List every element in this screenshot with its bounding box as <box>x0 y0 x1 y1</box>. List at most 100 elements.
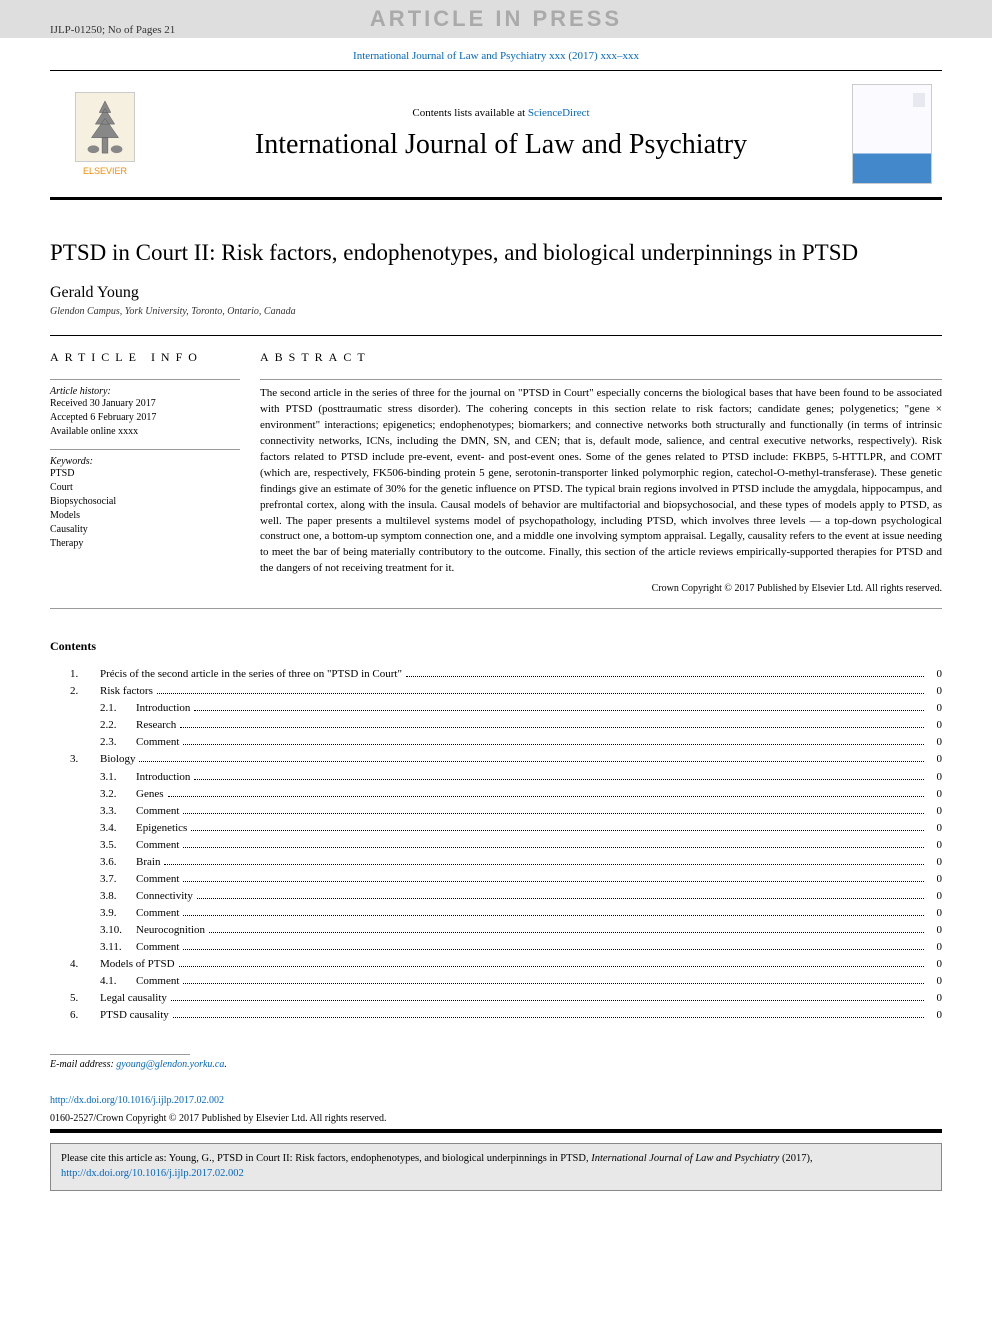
keyword: PTSD <box>50 467 240 481</box>
keywords-block: Keywords: PTSDCourtBiopsychosocialModels… <box>50 449 240 551</box>
toc-number: 3.5. <box>100 837 136 854</box>
toc-label[interactable]: Comment <box>136 973 179 990</box>
toc-label[interactable]: Genes <box>136 786 164 803</box>
toc-subentry: 3.6.Brain0 <box>70 854 942 871</box>
toc-leader-dots <box>406 676 924 677</box>
table-of-contents: 1.Précis of the second article in the se… <box>50 666 942 1024</box>
toc-label[interactable]: Brain <box>136 854 160 871</box>
toc-label[interactable]: Comment <box>136 734 179 751</box>
toc-label[interactable]: Comment <box>136 837 179 854</box>
toc-label[interactable]: Comment <box>136 803 179 820</box>
article-history-block: Article history: Received 30 January 201… <box>50 379 240 439</box>
toc-subentry: 3.2.Genes0 <box>70 786 942 803</box>
toc-number: 2.1. <box>100 700 136 717</box>
toc-leader-dots <box>183 813 924 814</box>
toc-leader-dots <box>139 761 924 762</box>
toc-number: 3.11. <box>100 939 136 956</box>
toc-page: 0 <box>928 854 942 871</box>
section-divider <box>50 608 942 609</box>
toc-number: 4. <box>70 956 100 973</box>
toc-leader-dots <box>194 779 924 780</box>
toc-subentry: 3.7.Comment0 <box>70 871 942 888</box>
toc-number: 3.1. <box>100 769 136 786</box>
toc-label[interactable]: Précis of the second article in the seri… <box>100 666 402 683</box>
toc-label[interactable]: Neurocognition <box>136 922 205 939</box>
author-email-link[interactable]: gyoung@glendon.yorku.ca <box>116 1059 224 1070</box>
toc-label[interactable]: Epigenetics <box>136 820 187 837</box>
toc-leader-dots <box>173 1017 924 1018</box>
document-id: IJLP-01250; No of Pages 21 <box>50 24 175 36</box>
toc-number: 3.2. <box>100 786 136 803</box>
toc-number: 4.1. <box>100 973 136 990</box>
toc-leader-dots <box>197 898 924 899</box>
keywords-title: Keywords: <box>50 456 240 467</box>
toc-label[interactable]: Comment <box>136 871 179 888</box>
cite-year: (2017), <box>779 1153 812 1164</box>
toc-label[interactable]: PTSD causality <box>100 1007 169 1024</box>
toc-page: 0 <box>928 803 942 820</box>
toc-leader-dots <box>183 949 924 950</box>
toc-entry: 1.Précis of the second article in the se… <box>70 666 942 683</box>
toc-page: 0 <box>928 905 942 922</box>
toc-subentry: 4.1.Comment 0 <box>70 973 942 990</box>
toc-page: 0 <box>928 820 942 837</box>
citation-box: Please cite this article as: Young, G., … <box>50 1143 942 1190</box>
journal-reference-link[interactable]: International Journal of Law and Psychia… <box>353 50 639 62</box>
keyword: Causality <box>50 523 240 537</box>
journal-header: ELSEVIER Contents lists available at Sci… <box>50 70 942 200</box>
sciencedirect-link[interactable]: ScienceDirect <box>528 107 590 119</box>
toc-subentry: 3.5.Comment0 <box>70 837 942 854</box>
abstract-heading: abstract <box>260 350 942 365</box>
toc-page: 0 <box>928 888 942 905</box>
toc-page: 0 <box>928 922 942 939</box>
toc-label[interactable]: Comment <box>136 939 179 956</box>
toc-number: 3.4. <box>100 820 136 837</box>
toc-number: 3.9. <box>100 905 136 922</box>
press-banner: ARTICLE IN PRESS IJLP-01250; No of Pages… <box>0 0 992 38</box>
toc-leader-dots <box>191 830 924 831</box>
doi-link[interactable]: http://dx.doi.org/10.1016/j.ijlp.2017.02… <box>50 1095 224 1106</box>
author-name: Gerald Young <box>50 284 942 302</box>
cite-journal-italic: International Journal of Law and Psychia… <box>591 1153 779 1164</box>
toc-label[interactable]: Risk factors <box>100 683 153 700</box>
toc-entry: 6.PTSD causality0 <box>70 1007 942 1024</box>
toc-entry: 2.Risk factors0 <box>70 683 942 700</box>
toc-leader-dots <box>209 932 924 933</box>
toc-number: 3.3. <box>100 803 136 820</box>
article-info-heading: article info <box>50 350 240 365</box>
email-label: E-mail address: <box>50 1059 116 1070</box>
toc-label[interactable]: Models of PTSD <box>100 956 175 973</box>
toc-label[interactable]: Introduction <box>136 700 190 717</box>
cite-doi-link[interactable]: http://dx.doi.org/10.1016/j.ijlp.2017.02… <box>61 1168 244 1179</box>
article-info-column: article info Article history: Received 3… <box>50 350 260 594</box>
toc-leader-dots <box>183 881 924 882</box>
toc-label[interactable]: Connectivity <box>136 888 193 905</box>
toc-page: 0 <box>928 939 942 956</box>
publisher-logo: ELSEVIER <box>50 71 160 197</box>
toc-label[interactable]: Legal causality <box>100 990 167 1007</box>
toc-subentry: 3.1.Introduction0 <box>70 769 942 786</box>
keyword: Court <box>50 481 240 495</box>
toc-subentry: 3.9.Comment 0 <box>70 905 942 922</box>
footnote-rule <box>50 1054 190 1055</box>
keyword: Therapy <box>50 537 240 551</box>
toc-page: 0 <box>928 700 942 717</box>
history-line: Received 30 January 2017 <box>50 397 240 411</box>
toc-number: 3. <box>70 751 100 768</box>
toc-number: 2. <box>70 683 100 700</box>
toc-label[interactable]: Introduction <box>136 769 190 786</box>
toc-page: 0 <box>928 956 942 973</box>
cite-prefix: Please cite this article as: Young, G., … <box>61 1153 591 1164</box>
press-banner-text: ARTICLE IN PRESS <box>370 6 622 31</box>
toc-page: 0 <box>928 871 942 888</box>
toc-label[interactable]: Comment <box>136 905 179 922</box>
author-affiliation: Glendon Campus, York University, Toronto… <box>50 306 942 317</box>
toc-label[interactable]: Biology <box>100 751 135 768</box>
info-abstract-row: article info Article history: Received 3… <box>50 335 942 594</box>
toc-entry: 5.Legal causality0 <box>70 990 942 1007</box>
toc-subentry: 3.8.Connectivity 0 <box>70 888 942 905</box>
toc-label[interactable]: Research <box>136 717 176 734</box>
toc-leader-dots <box>168 796 925 797</box>
toc-page: 0 <box>928 973 942 990</box>
toc-number: 3.8. <box>100 888 136 905</box>
